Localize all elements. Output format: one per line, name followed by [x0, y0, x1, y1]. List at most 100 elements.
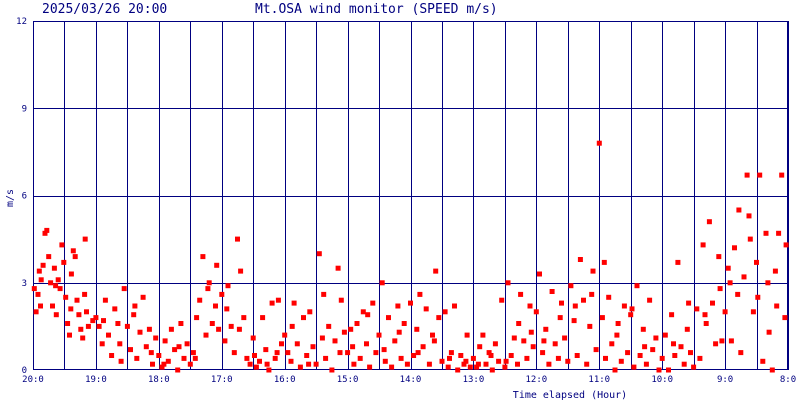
data-point: [516, 321, 522, 326]
data-point: [72, 254, 78, 260]
data-point: [235, 236, 240, 242]
y-axis-label: m/s: [5, 189, 16, 207]
data-point: [555, 355, 561, 361]
data-point: [386, 315, 391, 321]
data-point: [710, 300, 715, 306]
data-point: [750, 309, 756, 315]
data-point: [260, 315, 266, 321]
data-point: [408, 300, 413, 306]
data-point: [448, 350, 454, 356]
x-tick-label: 14:0: [400, 375, 422, 385]
data-point: [50, 303, 55, 309]
data-point: [178, 321, 184, 326]
data-point: [225, 283, 231, 289]
data-point: [640, 326, 646, 332]
y-tick-labels: 0 3 6 9 12: [16, 17, 27, 376]
data-point: [31, 286, 37, 292]
data-point: [442, 309, 448, 315]
data-point: [398, 355, 404, 361]
data-point: [783, 242, 789, 248]
data-point: [137, 329, 143, 335]
data-point: [321, 291, 327, 297]
data-point: [477, 344, 483, 350]
data-point: [725, 265, 731, 271]
data-point: [238, 268, 244, 274]
data-point: [206, 280, 212, 286]
data-point: [175, 367, 181, 373]
data-point: [621, 303, 627, 309]
data-point: [350, 344, 356, 350]
y-tick-label: 3: [22, 279, 27, 289]
data-point: [307, 309, 313, 315]
data-point: [757, 172, 763, 178]
data-point: [165, 358, 171, 364]
data-point: [681, 361, 687, 367]
data-point: [184, 341, 190, 347]
data-point: [264, 361, 270, 367]
data-point: [55, 277, 61, 283]
data-point: [755, 294, 761, 300]
data-point: [499, 297, 505, 303]
data-point: [540, 350, 546, 356]
data-point: [414, 326, 420, 332]
data-point: [589, 291, 595, 297]
data-point: [323, 355, 329, 361]
data-point: [736, 207, 742, 213]
data-point: [143, 344, 149, 350]
data-point: [776, 230, 782, 236]
data-point: [146, 326, 152, 332]
x-tick-label: 17:0: [211, 375, 233, 385]
data-point: [190, 350, 196, 356]
data-point: [559, 300, 564, 306]
data-point: [159, 364, 165, 370]
data-point: [568, 283, 574, 289]
data-point: [754, 259, 759, 265]
data-point: [694, 306, 700, 312]
data-point: [253, 364, 259, 370]
data-point: [653, 335, 659, 341]
data-point: [121, 286, 127, 292]
data-point: [746, 213, 752, 219]
data-point: [565, 358, 571, 364]
x-tick-label: 10:0: [651, 375, 673, 385]
data-point: [700, 242, 706, 248]
data-point: [505, 280, 511, 286]
data-point: [769, 367, 775, 373]
data-point: [706, 219, 712, 225]
data-point: [354, 321, 360, 326]
y-tick-label: 9: [22, 104, 27, 114]
data-point: [244, 355, 250, 361]
data-point: [464, 332, 470, 338]
data-point: [379, 280, 385, 286]
data-point: [294, 341, 300, 347]
data-point: [492, 341, 498, 347]
data-point: [209, 321, 215, 326]
data-point: [543, 326, 549, 332]
data-point: [46, 254, 52, 260]
data-point: [373, 350, 379, 356]
data-point: [61, 259, 67, 265]
data-point: [36, 268, 42, 274]
data-point: [697, 355, 703, 361]
data-point: [417, 291, 423, 297]
data-point: [480, 332, 486, 338]
x-tick-label: 16:0: [274, 375, 296, 385]
x-tick-label: 13:0: [463, 375, 485, 385]
data-point: [458, 353, 464, 358]
data-point: [612, 367, 618, 373]
data-point: [527, 303, 533, 309]
data-point: [596, 140, 602, 146]
data-point: [150, 361, 155, 367]
data-point: [643, 361, 649, 367]
data-point: [68, 271, 74, 277]
data-point: [279, 341, 284, 347]
data-point: [747, 236, 753, 242]
data-point: [782, 315, 788, 321]
data-point: [552, 341, 558, 347]
data-point: [581, 297, 586, 303]
data-point: [341, 329, 347, 335]
data-point: [533, 309, 539, 315]
data-point: [236, 326, 242, 332]
data-point: [420, 344, 426, 350]
